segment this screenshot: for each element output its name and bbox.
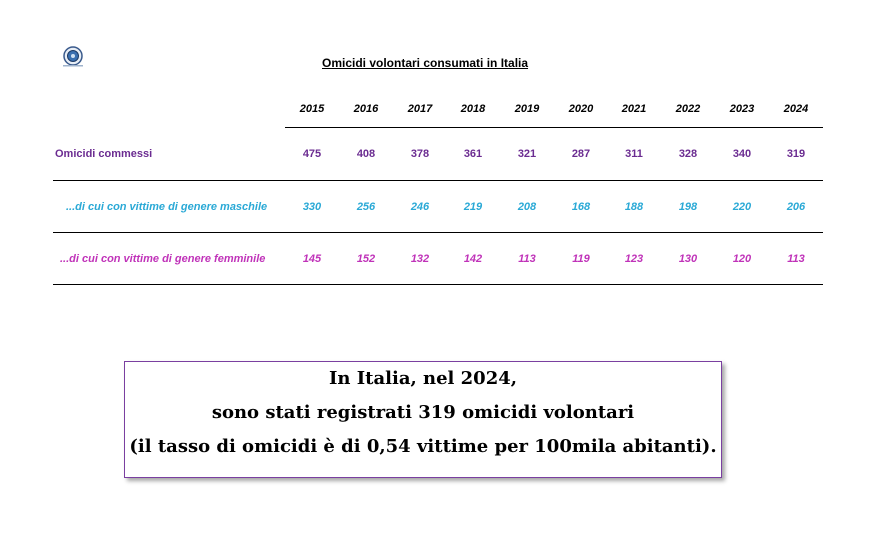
table-cell: 378 — [410, 148, 430, 160]
table-cell: 119 — [572, 253, 590, 265]
table-cell: 198 — [678, 201, 698, 213]
table-cell: 311 — [625, 148, 643, 160]
year-2020: 2020 — [568, 103, 594, 115]
callout-line-3: (il tasso di omicidi è di 0,54 vittime p… — [129, 436, 717, 457]
year-2016: 2016 — [353, 103, 379, 115]
table-cell: 168 — [571, 201, 591, 213]
table-cell: 328 — [678, 148, 698, 160]
year-2015: 2015 — [299, 103, 325, 115]
police-emblem-icon — [63, 46, 83, 67]
row-divider — [53, 284, 823, 285]
table-cell: 256 — [356, 201, 376, 213]
table-cell: 475 — [302, 148, 322, 160]
table-cell: 152 — [356, 253, 376, 265]
table-cell: 408 — [356, 148, 376, 160]
table-cell: 321 — [517, 148, 537, 160]
year-2021: 2021 — [621, 103, 647, 115]
row-label-vittime-maschili: ...di cui con vittime di genere maschile — [66, 201, 268, 213]
table-cell: 120 — [732, 253, 752, 265]
summary-callout: In Italia, nel 2024, sono stati registra… — [124, 361, 722, 478]
year-2018: 2018 — [460, 103, 486, 115]
row-label-vittime-femminili: ...di cui con vittime di genere femminil… — [60, 253, 266, 265]
row-divider — [53, 232, 823, 233]
table-cell: 340 — [732, 148, 752, 160]
row-divider — [53, 180, 823, 181]
year-2022: 2022 — [675, 103, 701, 115]
table-cell: 113 — [787, 253, 805, 265]
callout-line-2: sono stati registrati 319 omicidi volont… — [211, 402, 635, 423]
table-cell: 206 — [786, 201, 806, 213]
callout-line-1: In Italia, nel 2024, — [328, 368, 518, 389]
row-label-omicidi-commessi: Omicidi commessi — [55, 148, 153, 160]
year-2023: 2023 — [729, 103, 755, 115]
table-cell: 113 — [518, 253, 536, 265]
table-cell: 208 — [517, 201, 537, 213]
table-cell: 123 — [624, 253, 644, 265]
table-cell: 361 — [463, 148, 483, 160]
table-cell: 219 — [463, 201, 483, 213]
header-divider — [285, 127, 823, 128]
table-cell: 330 — [302, 201, 322, 213]
page-title: Omicidi volontari consumati in Italia — [322, 56, 529, 70]
table-cell: 220 — [732, 201, 752, 213]
year-2017: 2017 — [407, 103, 433, 115]
table-cell: 188 — [624, 201, 644, 213]
table-cell: 319 — [786, 148, 806, 160]
table-cell: 287 — [571, 148, 591, 160]
year-2024: 2024 — [783, 103, 809, 115]
table-cell: 145 — [302, 253, 322, 265]
table-cell: 132 — [410, 253, 430, 265]
table-cell: 142 — [463, 253, 483, 265]
table-cell: 246 — [410, 201, 430, 213]
table-cell: 130 — [678, 253, 698, 265]
year-2019: 2019 — [514, 103, 540, 115]
